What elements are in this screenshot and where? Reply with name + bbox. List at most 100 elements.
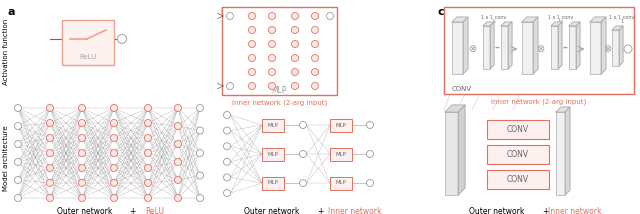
Text: CONV: CONV	[507, 150, 529, 159]
Bar	[551, 26, 558, 69]
Circle shape	[227, 83, 234, 89]
Bar	[262, 147, 284, 160]
Circle shape	[312, 68, 319, 76]
Text: Outer network: Outer network	[469, 207, 525, 214]
Circle shape	[291, 68, 298, 76]
Bar	[262, 177, 284, 190]
Circle shape	[79, 104, 86, 111]
Bar	[612, 30, 619, 66]
Polygon shape	[576, 22, 580, 69]
Polygon shape	[551, 22, 562, 26]
Circle shape	[367, 180, 374, 186]
Circle shape	[291, 83, 298, 89]
Text: MLP: MLP	[268, 180, 278, 186]
Circle shape	[145, 180, 152, 186]
Circle shape	[248, 40, 255, 48]
Text: MLP: MLP	[268, 152, 278, 156]
Circle shape	[15, 159, 22, 165]
Text: –: –	[563, 43, 568, 53]
Circle shape	[47, 150, 54, 156]
Polygon shape	[565, 107, 570, 195]
Circle shape	[145, 104, 152, 111]
Bar	[444, 7, 634, 94]
Text: Inner network (2-arg input): Inner network (2-arg input)	[232, 99, 327, 106]
Text: c: c	[437, 7, 444, 17]
Circle shape	[111, 104, 118, 111]
Text: 1 x 1 conv: 1 x 1 conv	[481, 15, 507, 19]
Circle shape	[111, 135, 118, 141]
Bar	[522, 22, 533, 74]
Circle shape	[175, 177, 182, 183]
Bar	[501, 26, 508, 69]
Polygon shape	[619, 26, 623, 66]
Polygon shape	[483, 22, 494, 26]
Polygon shape	[590, 17, 606, 22]
Circle shape	[79, 119, 86, 126]
Bar	[556, 112, 565, 195]
Text: ⊗: ⊗	[536, 44, 544, 54]
Text: 1 x 1 conv: 1 x 1 conv	[548, 15, 573, 19]
Text: b: b	[220, 7, 228, 17]
Bar	[487, 145, 549, 164]
Circle shape	[312, 40, 319, 48]
Text: MLP: MLP	[335, 180, 346, 186]
Circle shape	[291, 55, 298, 61]
Circle shape	[47, 119, 54, 126]
Text: ReLU: ReLU	[145, 207, 164, 214]
Polygon shape	[508, 22, 512, 69]
Circle shape	[248, 83, 255, 89]
Text: MLP: MLP	[272, 86, 287, 95]
Bar	[330, 177, 352, 190]
Circle shape	[196, 104, 204, 111]
Polygon shape	[556, 107, 570, 112]
Polygon shape	[445, 105, 465, 112]
Circle shape	[196, 150, 204, 156]
Circle shape	[79, 180, 86, 186]
Text: ReLU: ReLU	[79, 54, 97, 60]
Bar	[222, 7, 337, 95]
Circle shape	[227, 12, 234, 19]
Circle shape	[79, 150, 86, 156]
Circle shape	[300, 150, 307, 158]
Circle shape	[300, 122, 307, 128]
Polygon shape	[463, 17, 468, 74]
Circle shape	[312, 27, 319, 34]
Bar	[487, 120, 549, 139]
Circle shape	[248, 55, 255, 61]
Circle shape	[175, 195, 182, 202]
Polygon shape	[601, 17, 606, 74]
Circle shape	[47, 180, 54, 186]
Polygon shape	[522, 17, 538, 22]
Circle shape	[300, 180, 307, 186]
Circle shape	[15, 104, 22, 111]
Text: +: +	[129, 207, 135, 214]
Text: CONV: CONV	[507, 125, 529, 134]
Circle shape	[175, 104, 182, 111]
Text: Inner network (2-arg input): Inner network (2-arg input)	[492, 98, 587, 104]
Circle shape	[269, 83, 275, 89]
Circle shape	[269, 40, 275, 48]
Circle shape	[175, 159, 182, 165]
Text: Outer network: Outer network	[58, 207, 113, 214]
Bar	[330, 147, 352, 160]
Circle shape	[196, 195, 204, 202]
Circle shape	[79, 135, 86, 141]
Circle shape	[312, 12, 319, 19]
Circle shape	[326, 12, 333, 19]
Polygon shape	[558, 22, 562, 69]
Bar	[445, 112, 458, 195]
Bar	[483, 26, 490, 69]
Polygon shape	[458, 105, 465, 195]
Circle shape	[248, 27, 255, 34]
Circle shape	[15, 177, 22, 183]
Text: CONV: CONV	[452, 86, 472, 92]
Circle shape	[248, 12, 255, 19]
Circle shape	[223, 190, 230, 196]
Text: Inner network: Inner network	[328, 207, 381, 214]
Polygon shape	[612, 26, 623, 30]
Circle shape	[223, 111, 230, 119]
Circle shape	[111, 165, 118, 171]
Circle shape	[291, 40, 298, 48]
Circle shape	[175, 122, 182, 129]
Text: k: k	[493, 18, 495, 24]
